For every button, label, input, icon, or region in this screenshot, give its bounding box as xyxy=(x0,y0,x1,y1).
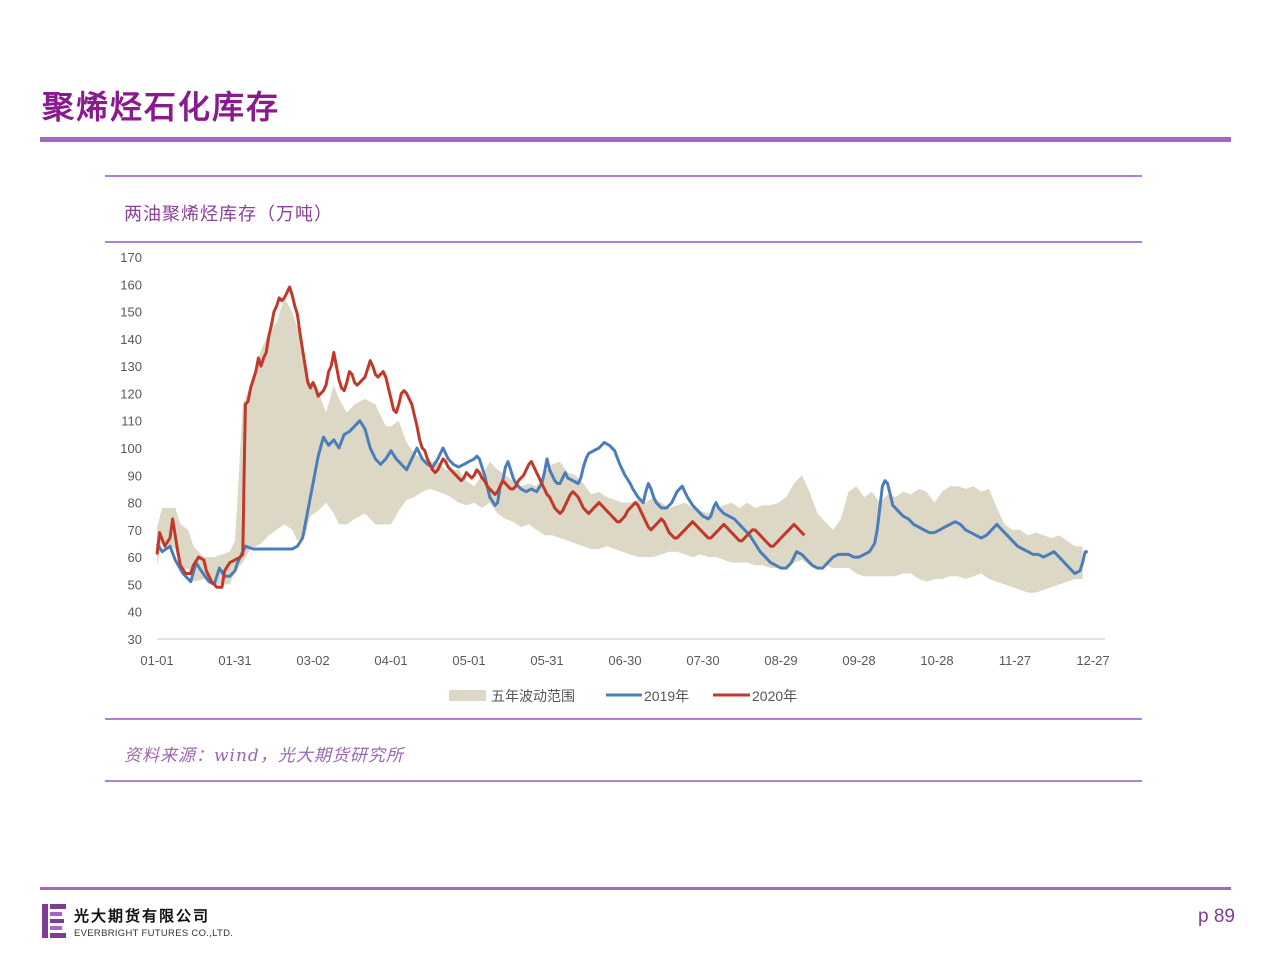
company-name-cn: 光大期货有限公司 xyxy=(74,907,211,925)
x-tick-label: 09-28 xyxy=(842,653,875,668)
y-tick-label: 80 xyxy=(128,496,142,511)
x-tick-label: 07-30 xyxy=(686,653,719,668)
y-tick-label: 170 xyxy=(120,250,142,265)
y-tick-label: 100 xyxy=(120,441,142,456)
chart-title-rule xyxy=(105,241,1142,243)
legend-label-2020: 2020年 xyxy=(752,688,797,704)
y-tick-label: 150 xyxy=(120,305,142,320)
y-tick-label: 140 xyxy=(120,332,142,347)
chart-bottom-rule xyxy=(105,718,1142,720)
x-tick-label: 06-30 xyxy=(608,653,641,668)
y-tick-label: 30 xyxy=(128,632,142,647)
x-tick-label: 10-28 xyxy=(920,653,953,668)
panel-top-rule xyxy=(105,175,1142,177)
y-tick-label: 110 xyxy=(121,414,142,429)
company-name-en: EVERBRIGHT FUTURES CO.,LTD. xyxy=(74,928,234,939)
x-tick-label: 03-02 xyxy=(296,653,329,668)
y-tick-label: 40 xyxy=(128,605,142,620)
page-number: p 89 xyxy=(1198,906,1235,927)
x-tick-label: 04-01 xyxy=(374,653,407,668)
x-tick-label: 05-31 xyxy=(530,653,563,668)
chart-title: 两油聚烯烃库存（万吨） xyxy=(124,204,333,225)
y-tick-label: 50 xyxy=(128,577,142,592)
y-tick-label: 90 xyxy=(128,468,142,483)
x-tick-label: 11-27 xyxy=(999,653,1031,668)
y-tick-label: 120 xyxy=(120,386,142,401)
y-tick-label: 160 xyxy=(120,277,142,292)
company-logo-icon xyxy=(42,904,66,938)
source-note: 资料来源：wind，光大期货研究所 xyxy=(124,746,404,766)
y-tick-label: 60 xyxy=(128,550,142,565)
x-tick-label: 12-27 xyxy=(1076,653,1109,668)
legend-label-2019: 2019年 xyxy=(644,688,689,704)
y-tick-label: 130 xyxy=(120,359,142,374)
title-rule xyxy=(40,137,1231,142)
legend-swatch-range xyxy=(449,690,486,701)
page-title: 聚烯烃石化库存 xyxy=(42,88,281,126)
series-line-2019 xyxy=(155,419,1088,586)
x-tick-label: 01-01 xyxy=(140,653,173,668)
y-tick-label: 70 xyxy=(128,523,142,538)
legend-label-range: 五年波动范围 xyxy=(491,688,575,704)
range-band-area xyxy=(157,297,1083,593)
series-line-2020 xyxy=(155,285,806,589)
x-tick-label: 05-01 xyxy=(452,653,485,668)
x-tick-label: 01-31 xyxy=(218,653,251,668)
panel-bottom-rule xyxy=(105,780,1142,782)
x-tick-label: 08-29 xyxy=(764,653,797,668)
footer-rule xyxy=(40,887,1231,890)
